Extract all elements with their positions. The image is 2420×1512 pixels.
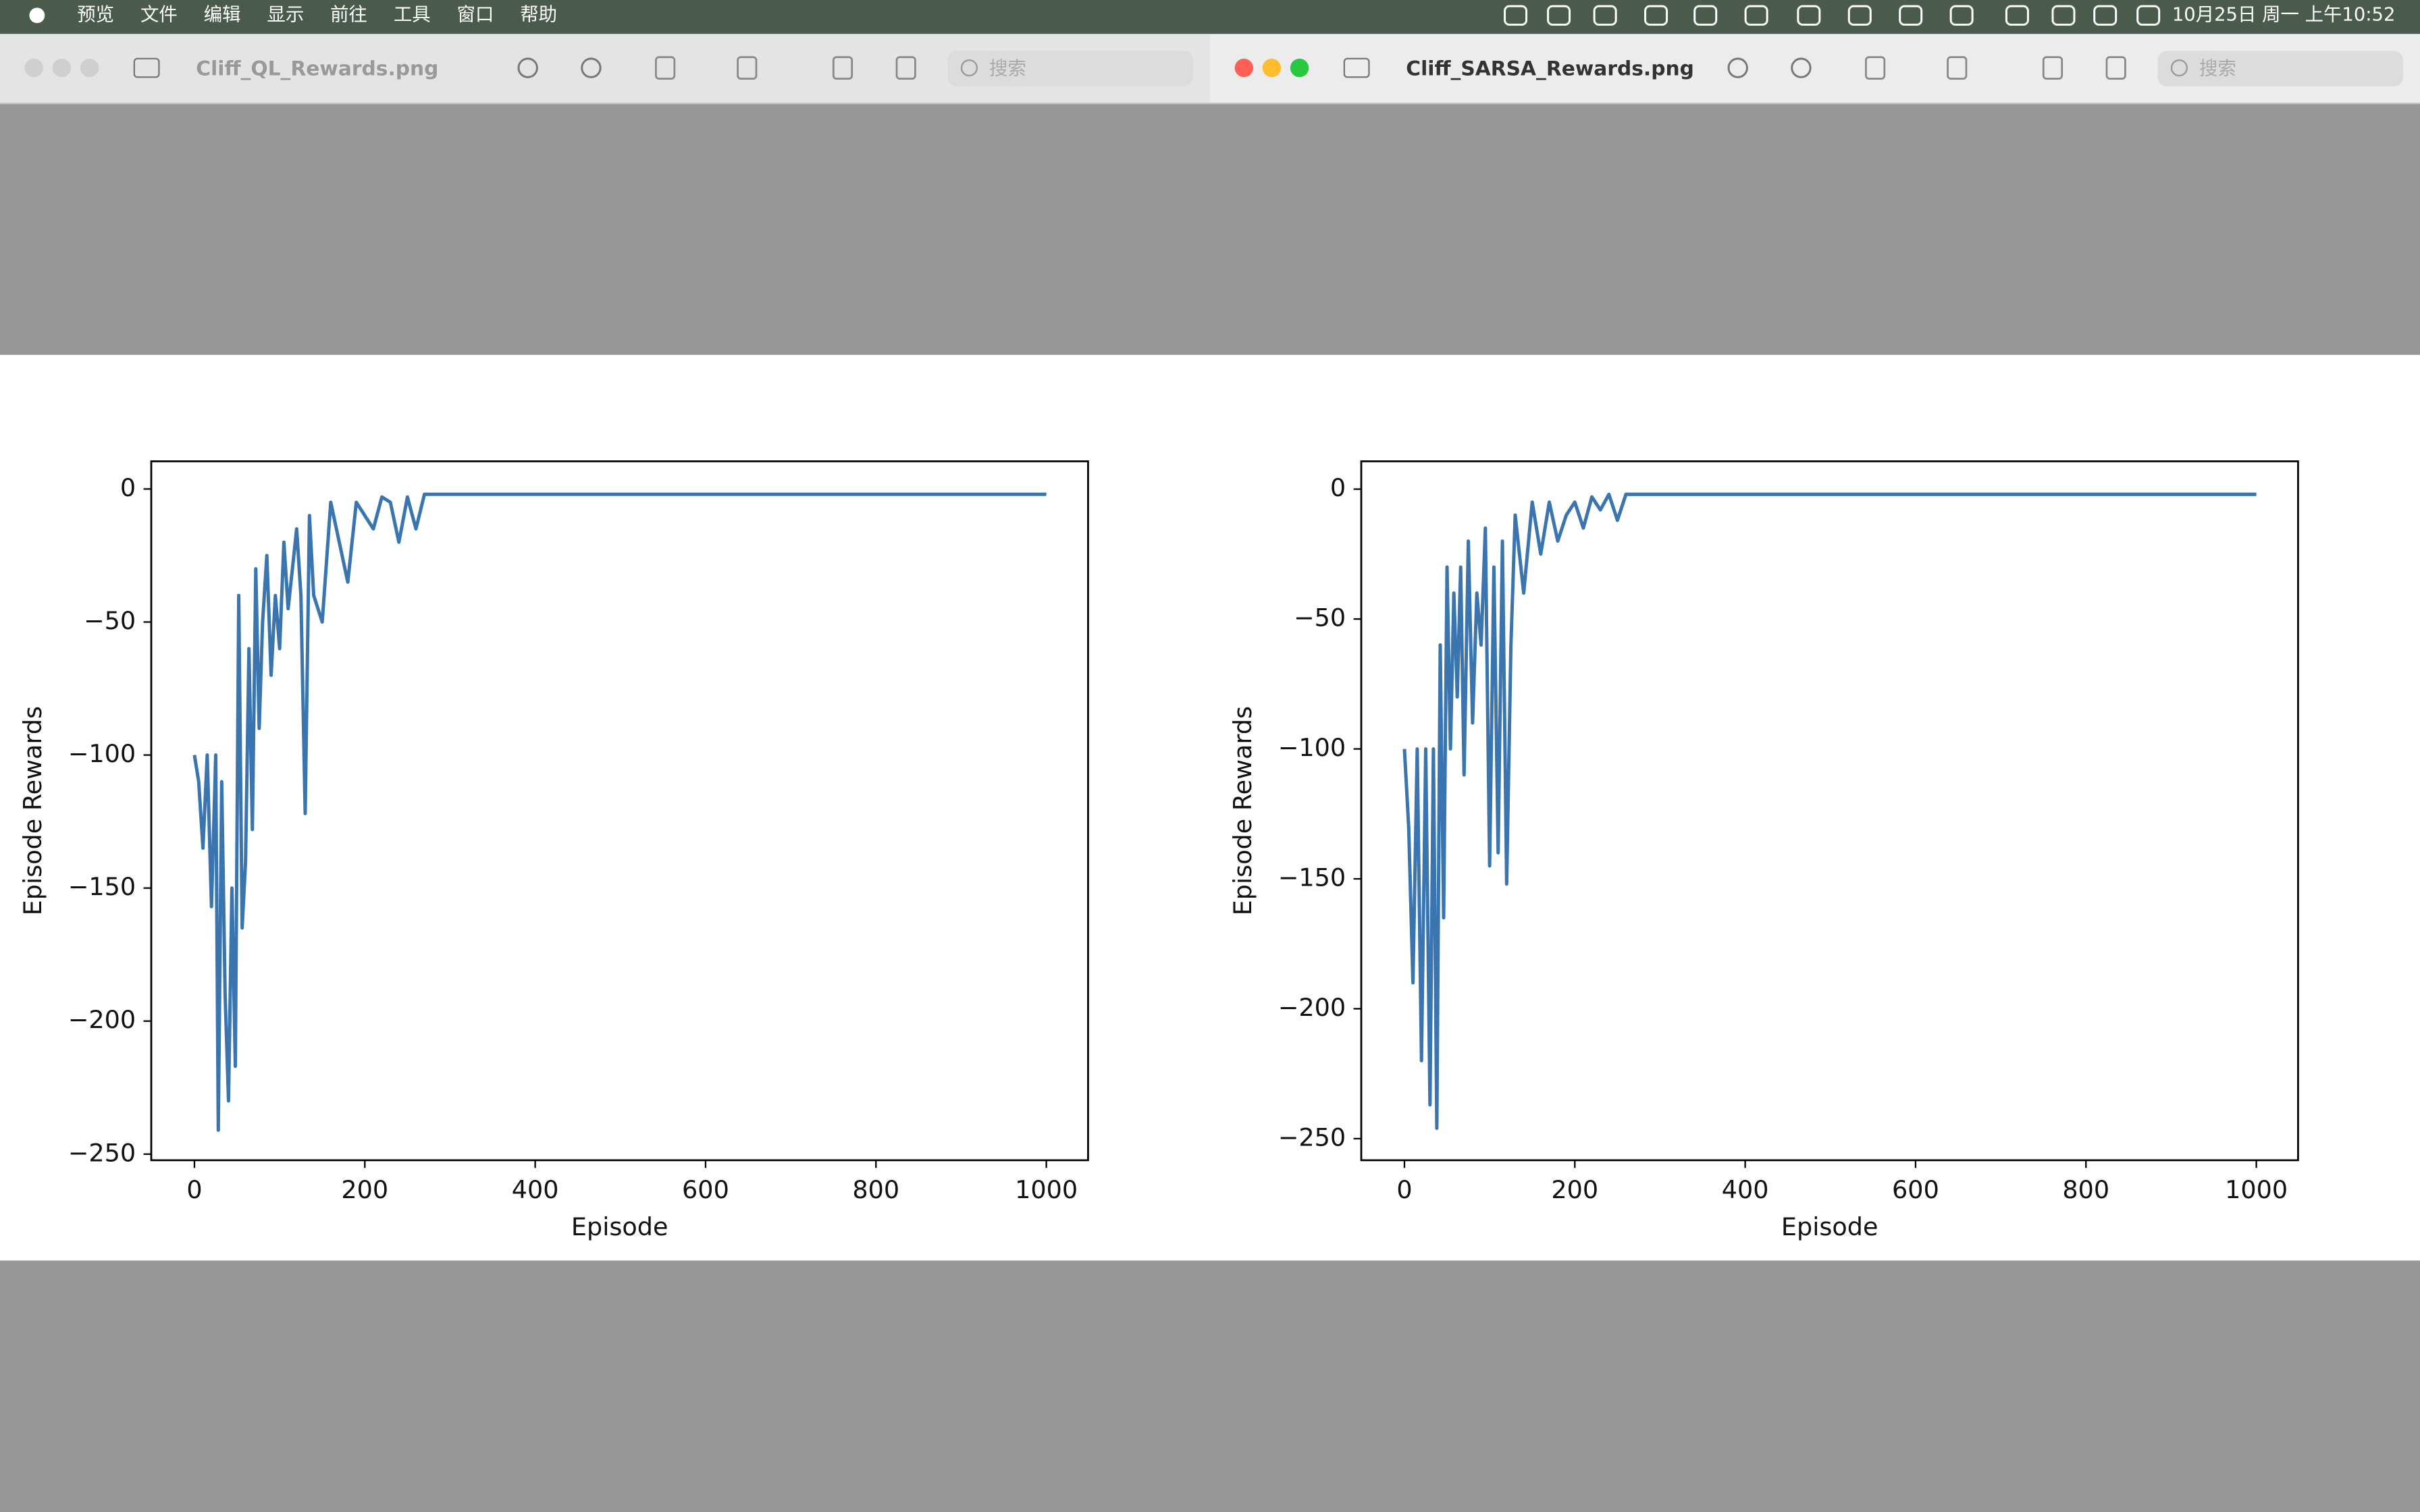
sidebar-button[interactable] <box>133 57 160 78</box>
menu-item[interactable]: 帮助 <box>520 4 557 25</box>
data-line <box>192 492 1047 1132</box>
image-canvas <box>1210 354 2420 1261</box>
window-title: Cliff_QL_Rewards.png <box>196 57 438 80</box>
x-tick-label: 1000 <box>1015 1175 1078 1204</box>
zoom-tool[interactable] <box>1791 57 1812 78</box>
status-icon[interactable] <box>1644 5 1668 26</box>
y-axis-label: Episode Rewards <box>1228 706 1257 915</box>
status-icon[interactable] <box>1593 5 1617 26</box>
y-tick-label: 0 <box>120 473 136 502</box>
menu-item[interactable]: 预览 <box>77 4 114 25</box>
toolbar-button[interactable] <box>2105 56 2126 80</box>
zoom-button[interactable] <box>1290 58 1309 78</box>
y-tick-label: −50 <box>1294 603 1346 632</box>
menu-item[interactable]: 前往 <box>330 4 367 25</box>
image-canvas <box>0 354 1210 1261</box>
x-tick-label: 800 <box>852 1175 899 1204</box>
zoom-button[interactable] <box>80 58 99 78</box>
plot-frame <box>1360 460 2299 1162</box>
status-icon[interactable] <box>1899 5 1923 26</box>
x-tick-label: 0 <box>186 1175 202 1204</box>
x-axis-label: Episode <box>1781 1212 1878 1241</box>
clock: 10月25日 周一 上午10:52 <box>2172 4 2396 25</box>
status-icon[interactable] <box>2051 5 2076 26</box>
x-tick-label: 400 <box>1722 1175 1769 1204</box>
x-tick-label: 800 <box>2062 1175 2109 1204</box>
menu-item[interactable]: 窗口 <box>457 4 494 25</box>
plot-frame <box>150 460 1089 1162</box>
status-icon[interactable] <box>1847 5 1872 26</box>
status-icon[interactable] <box>1949 5 1974 26</box>
status-icons <box>1504 5 2161 26</box>
toolbar-button[interactable] <box>895 56 916 80</box>
y-tick-label: −250 <box>1278 1123 1346 1152</box>
search-field[interactable] <box>2157 51 2403 86</box>
status-icon[interactable] <box>1744 5 1768 26</box>
y-tick-label: −100 <box>1278 733 1346 762</box>
window-title: Cliff_SARSA_Rewards.png <box>1406 57 1694 80</box>
x-tick-label: 600 <box>1892 1175 1939 1204</box>
menu-item[interactable]: 编辑 <box>204 4 241 25</box>
status-icon[interactable] <box>1504 5 1528 26</box>
y-tick-label: 0 <box>1330 473 1346 502</box>
y-axis-label: Episode Rewards <box>18 706 47 915</box>
y-tick-label: −200 <box>68 1005 136 1034</box>
toolbar-button[interactable] <box>655 56 676 80</box>
x-tick-label: 1000 <box>2225 1175 2288 1204</box>
x-tick-label: 600 <box>682 1175 729 1204</box>
toolbar-button[interactable] <box>832 56 853 80</box>
sidebar-button[interactable] <box>1343 57 1370 78</box>
search-icon <box>2170 59 2188 77</box>
status-icon[interactable] <box>1547 5 1571 26</box>
zoom-tool[interactable] <box>517 57 538 78</box>
y-tick-label: −150 <box>68 872 136 901</box>
data-line <box>1402 492 2257 1131</box>
search-placeholder[interactable]: 搜索 <box>2199 58 2236 79</box>
y-tick-label: −200 <box>1278 993 1346 1022</box>
status-icon[interactable] <box>2005 5 2029 26</box>
close-button[interactable] <box>1234 58 1253 78</box>
close-button[interactable] <box>24 58 43 78</box>
toolbar-button[interactable] <box>1947 56 1968 80</box>
menu-item[interactable]: 显示 <box>267 4 304 25</box>
x-axis-label: Episode <box>571 1212 668 1241</box>
status-icon[interactable] <box>2136 5 2161 26</box>
status-icon[interactable] <box>1693 5 1718 26</box>
minimize-button[interactable] <box>1262 58 1282 78</box>
toolbar-button[interactable] <box>1865 56 1886 80</box>
window: Cliff_SARSA_Rewards.png 搜索 0 −50 −100 −150 −20… <box>1210 34 2420 1512</box>
apple-icon[interactable] <box>29 7 45 24</box>
status-icon[interactable] <box>2093 5 2118 26</box>
menu-item[interactable]: 工具 <box>394 4 431 25</box>
x-tick-label: 400 <box>512 1175 559 1204</box>
y-tick-label: −100 <box>68 739 136 768</box>
y-tick-label: −150 <box>1278 863 1346 892</box>
zoom-tool[interactable] <box>581 57 602 78</box>
search-field[interactable] <box>947 51 1193 86</box>
search-icon <box>960 59 978 77</box>
x-tick-label: 200 <box>341 1175 388 1204</box>
y-tick-label: −250 <box>68 1138 136 1167</box>
x-tick-label: 200 <box>1551 1175 1598 1204</box>
toolbar-button[interactable] <box>2042 56 2063 80</box>
x-tick-label: 0 <box>1396 1175 1412 1204</box>
search-placeholder[interactable]: 搜索 <box>989 58 1026 79</box>
toolbar-button[interactable] <box>737 56 758 80</box>
y-tick-label: −50 <box>84 606 136 635</box>
zoom-tool[interactable] <box>1727 57 1748 78</box>
window: Cliff_QL_Rewards.png 搜索 0 −50 −100 −150 −200 −2… <box>0 34 1210 1512</box>
menu-item[interactable]: 文件 <box>140 4 178 25</box>
status-icon[interactable] <box>1797 5 1821 26</box>
minimize-button[interactable] <box>52 58 72 78</box>
